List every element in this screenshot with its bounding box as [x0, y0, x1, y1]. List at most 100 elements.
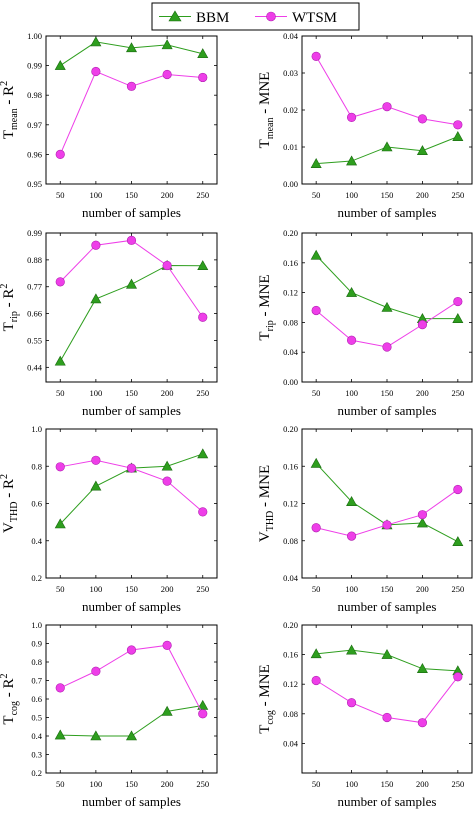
x-tick-label: 50: [56, 584, 65, 594]
data-point-bbm: [346, 644, 358, 655]
plot-frame: [45, 232, 218, 383]
y-tick-label: 0.96: [27, 149, 42, 159]
y-tick-label: 0.04: [283, 31, 299, 41]
data-point-wtsm: [91, 455, 101, 465]
data-point-bbm: [161, 460, 173, 471]
x-tick-label: 250: [451, 190, 464, 200]
y-tick-label: 0.6: [31, 694, 42, 704]
data-point-wtsm: [55, 683, 65, 693]
x-tick-label: 150: [125, 190, 138, 200]
data-point-wtsm: [382, 712, 392, 723]
y-tick-label: 0.12: [283, 679, 298, 689]
chart-panel-8: 0.04 0.08 0.12 0.16 0.20 50 100 150 200 250 number…: [257, 620, 473, 809]
y-tick-label: 0.08: [283, 317, 298, 327]
x-tick-label: 50: [312, 779, 321, 789]
data-point-wtsm: [55, 149, 65, 159]
data-point-wtsm: [198, 312, 208, 322]
data-point-wtsm: [198, 72, 208, 83]
x-axis-label: number of samples: [82, 205, 181, 220]
data-point-wtsm: [453, 120, 463, 130]
data-point-bbm: [90, 36, 102, 47]
y-label-main: T: [1, 130, 17, 139]
x-tick-label: 150: [381, 584, 394, 594]
x-tick-label: 100: [345, 584, 358, 594]
chart-panel-5: 0.2 0.4 0.6 0.8 1.0 50 100 150 200 250 number of s…: [0, 424, 218, 614]
y-tick-label: 0.4: [31, 536, 42, 546]
x-tick-label: 150: [381, 388, 394, 398]
x-axis-label: number of samples: [338, 794, 437, 809]
chart-panel-2: 0.00 0.01 0.02 0.03 0.04 50 100 150 200 250 number…: [257, 31, 473, 220]
x-axis-label: number of samples: [82, 403, 181, 418]
data-point-bbm: [452, 131, 464, 141]
data-point-wtsm: [417, 718, 428, 728]
y-label-main: V: [257, 531, 273, 542]
y-axis-label: Trip - R2: [0, 284, 20, 332]
y-tick-label: 0.20: [283, 228, 298, 238]
x-axis-label: number of samples: [338, 403, 437, 418]
chart-panel-7: 0.2 0.3 0.4 0.5 0.6 0.7 0.8 0.9 1.0 50 100 150 200 25…: [0, 620, 218, 809]
y-tick-label: 0.6: [31, 499, 42, 509]
series-line-wtsm: [60, 644, 204, 715]
data-point-bbm: [54, 355, 66, 366]
data-point-wtsm: [346, 335, 357, 345]
y-tick-label: 0.99: [27, 61, 42, 71]
x-tick-label: 50: [312, 190, 321, 200]
y-tick-label: 0.00: [283, 179, 298, 189]
y-label-subscript: THD: [265, 511, 276, 532]
data-point-bbm: [452, 536, 464, 546]
y-tick-label: 0.77: [27, 282, 42, 292]
data-point-wtsm: [198, 709, 208, 719]
data-point-wtsm: [55, 462, 65, 472]
y-tick-label: 0.02: [283, 105, 298, 115]
y-tick-label: 0.99: [27, 228, 42, 238]
chart-panel-3: 0.44 0.55 0.66 0.77 0.88 0.99 50 100 150 200 250 nu…: [0, 228, 218, 418]
y-tick-label: 0.12: [283, 288, 298, 298]
x-tick-label: 250: [196, 190, 209, 200]
x-tick-label: 50: [312, 388, 321, 398]
x-tick-label: 150: [381, 190, 394, 200]
data-point-bbm: [310, 249, 322, 260]
data-point-wtsm: [417, 114, 428, 124]
y-axis-label: Tcog - MNE: [257, 664, 276, 733]
y-label-subscript: mean: [9, 108, 20, 130]
legend-wtsm-label: WTSM: [292, 10, 337, 26]
chart-panel-1: 0.95 0.96 0.97 0.98 0.99 1.00 50 100 150 200 250 nu…: [0, 31, 218, 220]
legend-bbm-marker: [168, 10, 182, 22]
data-point-bbm: [416, 517, 428, 528]
data-point-wtsm: [311, 51, 321, 61]
y-tick-label: 0.2: [31, 573, 42, 583]
y-tick-label: 0.12: [283, 499, 298, 509]
data-point-bbm: [125, 278, 138, 289]
y-tick-label: 0.16: [283, 650, 298, 660]
data-point-wtsm: [126, 463, 137, 473]
y-tick-label: 0.00: [283, 377, 298, 387]
data-point-bbm: [452, 313, 464, 323]
data-point-wtsm: [91, 666, 101, 676]
chart-panel-6: 0.04 0.08 0.12 0.16 0.20 50 100 150 200 250 number…: [257, 424, 473, 614]
data-point-bbm: [125, 42, 138, 53]
x-tick-label: 50: [312, 584, 321, 594]
chart-panel-4: 0.00 0.04 0.08 0.12 0.16 0.20 50 100 150 200 250 nu…: [257, 228, 473, 418]
data-point-wtsm: [311, 523, 321, 533]
data-point-wtsm: [417, 320, 428, 330]
x-tick-label: 50: [56, 388, 65, 398]
x-tick-label: 100: [90, 779, 103, 789]
series-line-wtsm: [315, 56, 458, 126]
data-point-bbm: [90, 293, 102, 304]
y-tick-label: 0.4: [31, 731, 42, 741]
y-tick-label: 0.9: [31, 639, 42, 649]
data-point-bbm: [197, 48, 209, 59]
x-tick-label: 250: [196, 388, 209, 398]
data-point-wtsm: [162, 640, 172, 650]
y-label-main: T: [257, 139, 273, 148]
y-axis-label: Tcog - R2: [0, 673, 20, 724]
y-tick-label: 0.04: [283, 738, 299, 748]
x-tick-label: 100: [90, 584, 103, 594]
y-label-subscript: rip: [9, 311, 20, 322]
y-axis-label: Tmean - MNE: [257, 72, 276, 149]
data-point-wtsm: [162, 260, 172, 271]
y-label-suffix: - R: [1, 678, 17, 701]
y-tick-label: 0.44: [27, 362, 43, 372]
data-point-bbm: [310, 457, 322, 468]
